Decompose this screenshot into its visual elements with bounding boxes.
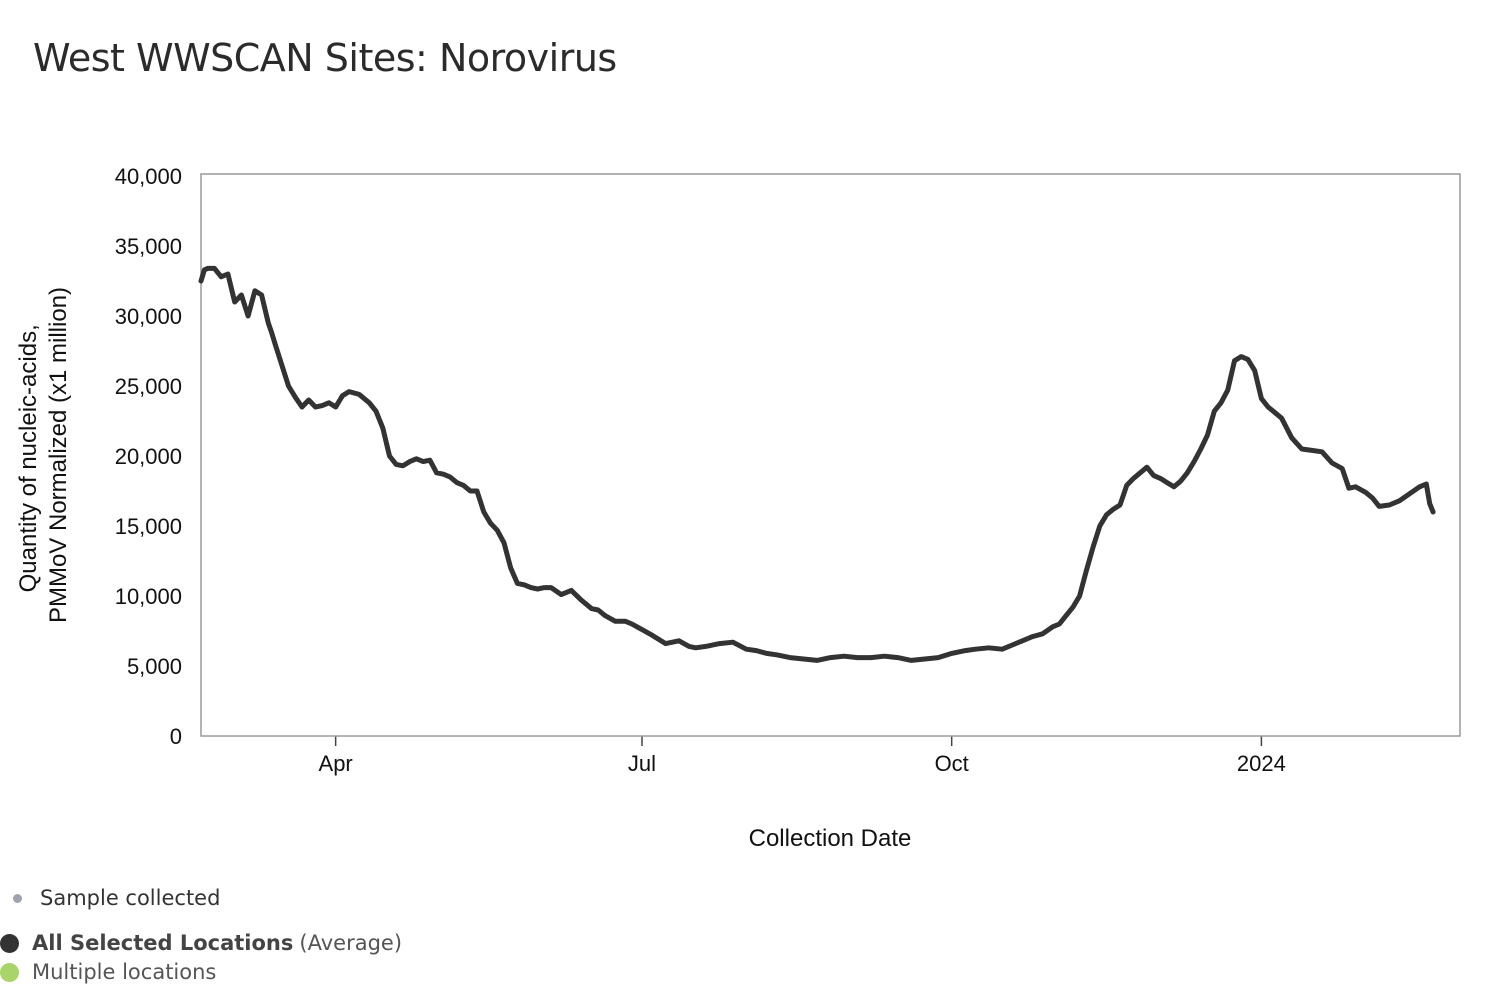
legend-item-sample[interactable]: Sample collected: [0, 886, 220, 910]
multiple-dot-icon: [0, 962, 19, 982]
x-axis-label: Collection Date: [749, 825, 912, 852]
legend-label-average: All Selected Locations: [32, 931, 294, 955]
x-tick-label: Jul: [628, 751, 656, 776]
legend-item-multiple[interactable]: Multiple locations: [0, 960, 216, 984]
average-dot-icon: [0, 933, 19, 953]
page-title: West WWSCAN Sites: Norovirus: [33, 36, 617, 80]
y-tick-label: 10,000: [115, 584, 182, 609]
sample-dot-icon: [13, 893, 22, 903]
y-tick-label: 35,000: [115, 234, 182, 259]
legend-label-sample: Sample collected: [40, 886, 221, 910]
line-chart: 0 5,000 10,000 15,000 20,000 25,000 30,000 35,0…: [15, 164, 1461, 852]
legend-label-average-suffix: (Average): [299, 931, 403, 955]
y-tick-label: 40,000: [115, 164, 182, 189]
legend-item-average[interactable]: All Selected Locations (Average): [0, 931, 402, 955]
y-tick-label: 25,000: [115, 374, 182, 399]
series-line-average: [198, 265, 1436, 663]
chart-legend: Sample collected All Selected Locations …: [0, 880, 600, 1000]
y-tick-label: 15,000: [115, 514, 182, 539]
legend-label-multiple: Multiple locations: [32, 960, 217, 984]
y-tick-label: 5,000: [127, 654, 182, 679]
x-tick-label: Apr: [319, 751, 353, 776]
y-tick-label: 30,000: [115, 304, 182, 329]
y-axis-label: Quantity of nucleic-acids, PMMoV Normali…: [15, 287, 72, 623]
x-axis-ticks: Apr Jul Oct 2024: [319, 736, 1286, 776]
y-axis-label-line-2: PMMoV Normalized (x1 million): [45, 287, 72, 623]
x-tick-label: 2024: [1237, 751, 1286, 776]
plot-frame: [200, 173, 1461, 737]
y-axis-ticks: 0 5,000 10,000 15,000 20,000 25,000 30,000 35,0…: [115, 164, 182, 749]
x-tick-label: Oct: [935, 751, 969, 776]
y-tick-label: 0: [170, 724, 182, 749]
y-axis-label-line-1: Quantity of nucleic-acids,: [15, 324, 42, 592]
y-tick-label: 20,000: [115, 444, 182, 469]
